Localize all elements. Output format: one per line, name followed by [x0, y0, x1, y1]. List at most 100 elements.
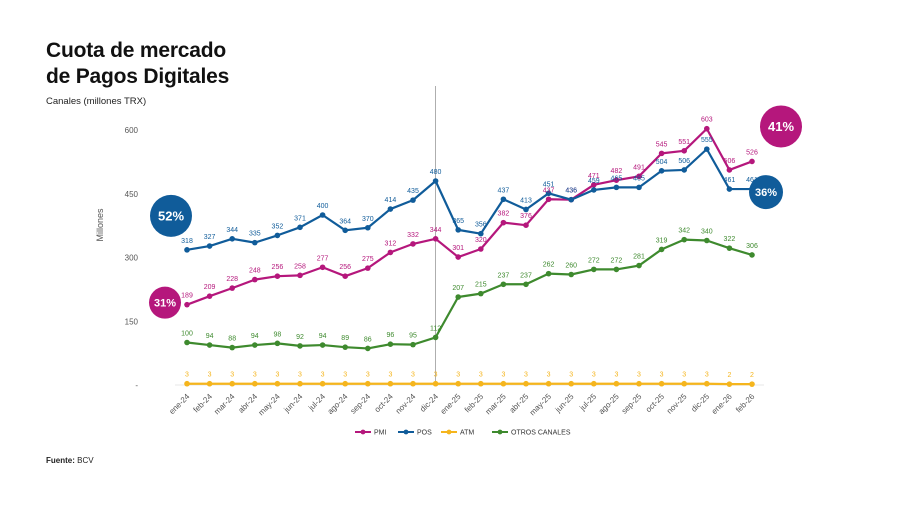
data-label-pos: 504: [656, 159, 668, 166]
point-pos: [478, 230, 484, 237]
point-pos: [184, 247, 190, 253]
point-otros-canales: [410, 341, 416, 348]
point-pos: [252, 239, 258, 246]
data-label-pos: 461: [746, 177, 758, 184]
point-otros-canales: [297, 343, 303, 349]
point-otros-canales: [387, 341, 394, 348]
x-tick-label: may-24: [257, 392, 283, 418]
data-label-pos: 371: [294, 215, 306, 222]
x-tick-label: may-25: [528, 392, 554, 418]
point-otros-canales: [726, 245, 733, 251]
data-label-pos: 364: [339, 218, 351, 225]
data-label-pmi: 382: [498, 211, 510, 218]
callouts: 52% 31% 41% 36%: [149, 105, 802, 319]
data-label-pmi: 301: [452, 245, 464, 252]
data-label-otros-canales: 262: [543, 262, 555, 269]
legend-label-pos: POS: [417, 430, 432, 437]
data-label-pmi: 248: [249, 268, 261, 275]
data-label-pmi: 344: [430, 227, 442, 234]
point-pmi: [365, 265, 371, 271]
data-label-pmi: 603: [701, 117, 713, 124]
x-tick-label: oct-24: [373, 392, 395, 414]
y-tick-label: 300: [125, 254, 139, 263]
data-label-pos: 435: [407, 188, 419, 195]
x-tick-label: mar-24: [212, 392, 237, 417]
data-label-pmi: 275: [362, 256, 374, 263]
data-label-atm: 3: [501, 372, 505, 379]
point-atm: [568, 380, 574, 387]
point-otros-canales: [342, 344, 349, 350]
point-otros-canales: [432, 334, 439, 341]
x-tick-label: feb-25: [463, 392, 486, 415]
point-atm: [636, 380, 642, 387]
point-pos: [568, 196, 574, 203]
x-tick-label: feb-26: [734, 392, 757, 415]
legend-marker-atm: [446, 429, 452, 435]
point-pmi: [297, 272, 303, 279]
data-label-atm: 3: [253, 372, 257, 379]
data-label-pos: 365: [452, 218, 464, 225]
data-label-atm: 3: [682, 372, 686, 379]
data-label-otros-canales: 86: [364, 336, 372, 343]
point-pos: [636, 184, 642, 191]
point-pmi: [704, 125, 710, 132]
legend-marker-otros-canales: [497, 429, 503, 435]
callout-text: 31%: [154, 298, 176, 310]
x-tick-label: jul-25: [577, 392, 598, 413]
y-tick-label: 450: [125, 190, 139, 199]
data-label-pos: 370: [362, 216, 374, 223]
data-label-pos: 461: [724, 177, 736, 184]
point-pos: [681, 167, 687, 173]
series-group: [184, 125, 755, 387]
point-pos: [274, 232, 281, 239]
point-atm: [704, 380, 710, 387]
x-tick-label: nov-24: [394, 392, 418, 416]
y-axis-label: Millones: [95, 208, 105, 242]
data-label-otros-canales: 88: [228, 336, 236, 343]
point-atm: [523, 380, 529, 387]
point-atm: [184, 380, 190, 387]
point-pos: [229, 236, 235, 242]
data-label-pos: 356: [475, 222, 487, 229]
data-label-pos: 465: [633, 175, 645, 182]
point-otros-canales: [568, 271, 574, 278]
point-otros-canales: [704, 237, 710, 244]
point-pmi: [342, 273, 349, 280]
data-label-otros-canales: 96: [387, 332, 395, 339]
data-label-pmi: 228: [226, 276, 238, 283]
data-label-pos: 344: [226, 227, 238, 234]
data-label-pos: 465: [611, 175, 623, 182]
point-atm: [387, 380, 394, 387]
point-otros-canales: [658, 246, 665, 253]
data-label-pmi: 332: [407, 232, 419, 239]
data-label-atm: 3: [321, 372, 325, 379]
point-pmi: [206, 293, 213, 299]
data-label-atm: 3: [366, 372, 370, 379]
x-tick-label: ene-25: [439, 392, 463, 416]
point-pos: [365, 224, 371, 231]
point-pos: [342, 227, 349, 234]
point-pos: [432, 178, 439, 184]
point-pos: [704, 146, 710, 152]
callout-bubble: [760, 105, 802, 148]
data-label-otros-canales: 215: [475, 282, 487, 289]
point-atm: [410, 380, 416, 387]
legend-label-atm: ATM: [460, 430, 474, 437]
data-label-atm: 3: [479, 372, 483, 379]
chart-title: Cuota de mercado de Pagos Digitales: [46, 39, 230, 88]
point-pmi: [478, 246, 484, 252]
point-pos: [591, 187, 597, 193]
data-label-atm: 3: [411, 372, 415, 379]
point-pmi: [523, 222, 529, 228]
point-pmi: [455, 254, 462, 260]
data-label-atm: 3: [275, 372, 279, 379]
legend-marker-pmi: [360, 429, 366, 435]
point-otros-canales: [613, 266, 620, 273]
point-pos: [297, 224, 303, 231]
data-label-pmi: 491: [633, 164, 645, 171]
data-label-atm: 3: [185, 372, 189, 379]
data-label-atm: 3: [298, 372, 302, 379]
data-label-otros-canales: 100: [181, 331, 193, 338]
callout-bubble: [150, 194, 192, 237]
point-pos: [319, 212, 326, 218]
